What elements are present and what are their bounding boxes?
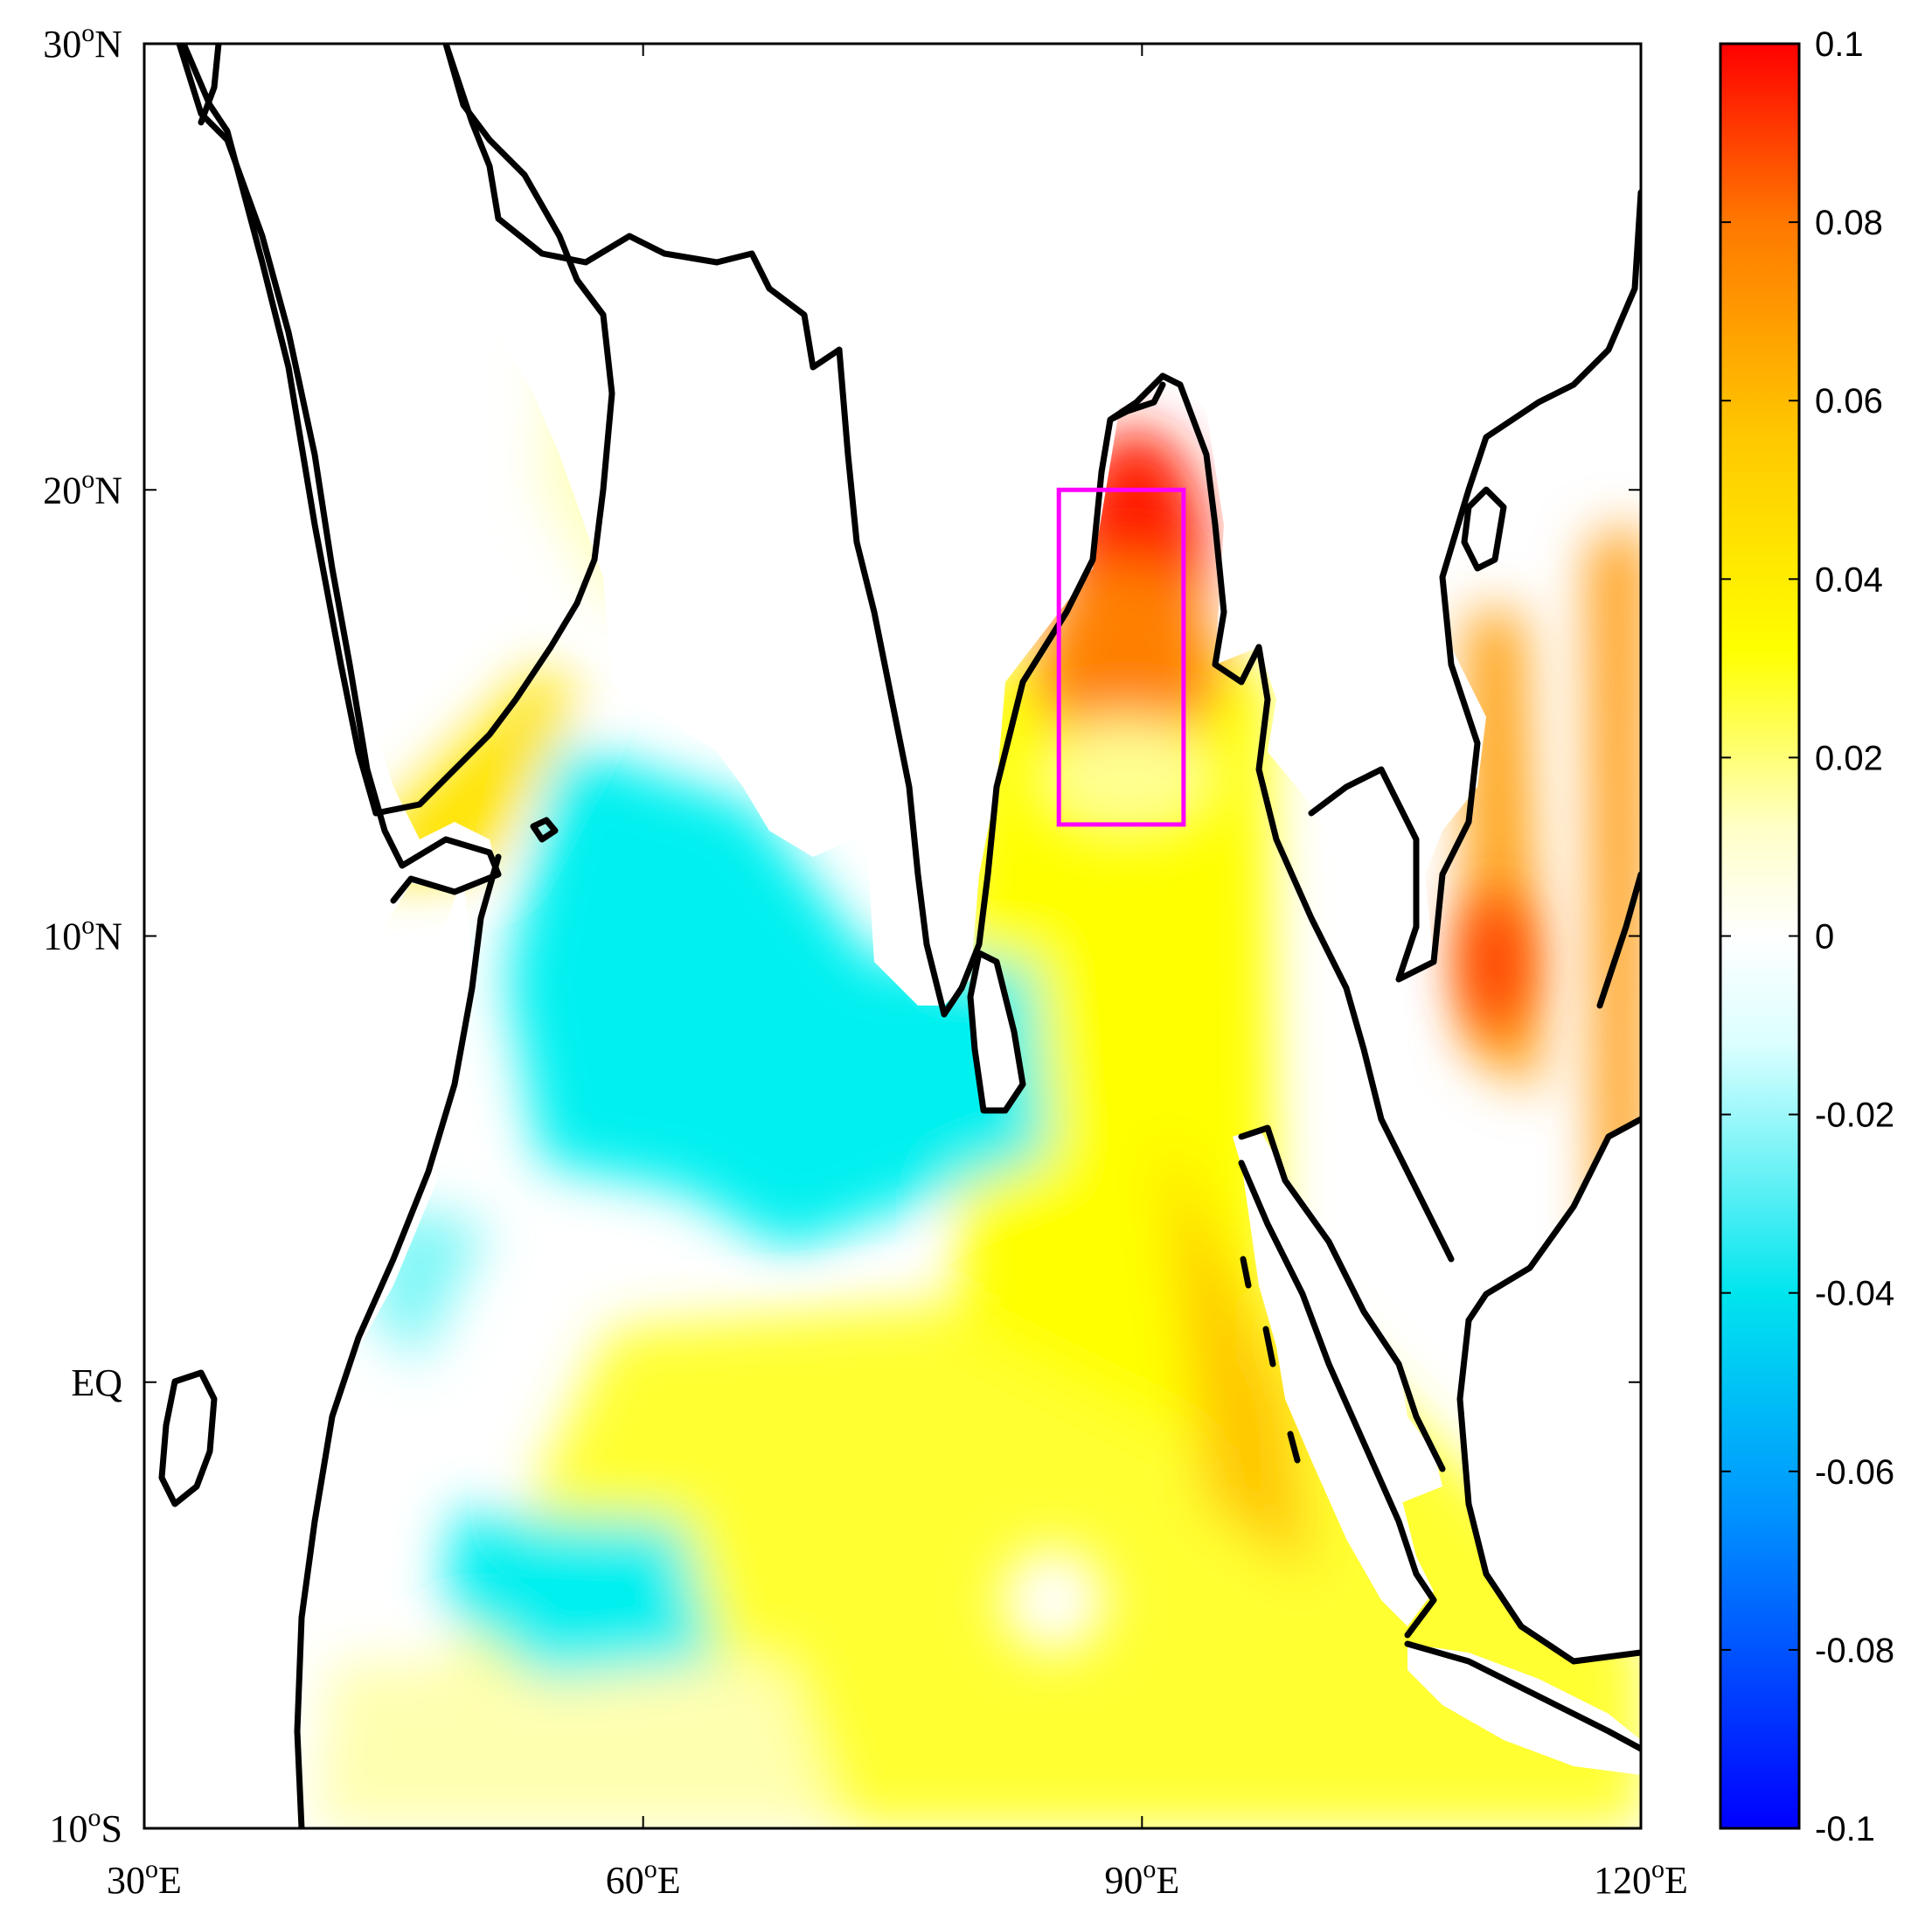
colorbar-tick-label: -0.02 xyxy=(1815,1096,1894,1135)
cyan-central-arabian-sea xyxy=(507,743,1049,1250)
x-tick-label: 120oE xyxy=(1594,1855,1688,1902)
bob-orange xyxy=(1040,560,1215,769)
y-tick-label: 20oN xyxy=(43,464,122,512)
java-land xyxy=(1407,1644,1641,1775)
coastline-gulf-oman xyxy=(442,44,843,371)
colorbar-tick-label: 0.04 xyxy=(1815,560,1883,599)
colorbar-tick-label: 0.02 xyxy=(1815,739,1883,777)
coastline-malay xyxy=(1238,1124,1446,1472)
y-tick-label: 10oN xyxy=(43,911,122,958)
white-eye-south xyxy=(1001,1548,1106,1653)
y-axis: 30oN 20oN 10oN EQ 10oS xyxy=(43,18,1641,1850)
landmasses xyxy=(144,44,1641,1828)
y-tick-label: EQ xyxy=(71,1361,122,1404)
scs-red xyxy=(1460,892,1530,1032)
coastline-borneo-south xyxy=(1456,1317,1641,1665)
africa-arabia-land xyxy=(144,44,498,1828)
colorbar-tick-label: 0.08 xyxy=(1815,204,1883,242)
coastline-africa-east xyxy=(294,853,502,1828)
sri-lanka-land xyxy=(970,953,1023,1110)
coastline-java xyxy=(1404,1640,1641,1752)
yellow-field-andaman xyxy=(1163,1137,1311,1574)
y-tick-label: 30oN xyxy=(43,18,122,66)
colorbar-tick-label: -0.1 xyxy=(1815,1810,1875,1848)
coastline-hainan xyxy=(1461,486,1507,572)
cyan-south xyxy=(446,1513,717,1679)
india-land xyxy=(568,236,839,857)
coastline-borneo xyxy=(1465,1116,1641,1324)
coastline-socotra xyxy=(530,817,559,843)
bob-light xyxy=(1032,717,1224,839)
coastlines xyxy=(158,44,1641,1828)
x-tick-label: 90oE xyxy=(1104,1855,1179,1902)
x-tick-label: 30oE xyxy=(107,1855,182,1902)
coastline-red-sea-east xyxy=(180,44,379,817)
coastline-indochina xyxy=(1308,189,1641,983)
coastline-philippines xyxy=(1596,871,1641,1009)
coastline-sri-lanka xyxy=(967,950,1026,1114)
x-tick-label: 60oE xyxy=(606,1855,681,1902)
colorbar: 0.1 0.08 0.06 0.04 0.02 0 -0.02 -0.04 -0.06 -0.08… xyxy=(1719,25,1894,1848)
yellow-field-arabian-coast xyxy=(376,665,577,883)
colorbar-bar xyxy=(1719,42,1801,1830)
colorbar-tick-label: 0.1 xyxy=(1815,25,1864,64)
colorbar-tick-label: -0.06 xyxy=(1815,1453,1894,1492)
colorbar-tick-label: 0.06 xyxy=(1815,382,1883,421)
coastline-madagascar xyxy=(158,1369,218,1507)
sumatra-land xyxy=(1241,1163,1434,1626)
x-axis: 30oE 60oE 90oE 120oE xyxy=(107,44,1688,1902)
coastline-india-west xyxy=(836,346,948,1018)
india-east-land xyxy=(839,393,1119,1006)
y-tick-label: 10oS xyxy=(50,1803,122,1850)
colorbar-tick-label: -0.08 xyxy=(1815,1632,1894,1670)
colorbar-tick-label: -0.04 xyxy=(1815,1275,1894,1313)
coastline-arabia xyxy=(372,44,615,817)
yellow-field-south xyxy=(315,1661,839,1828)
coastline-red-sea-west xyxy=(176,44,502,904)
colorbar-ticks: 0.1 0.08 0.06 0.04 0.02 0 -0.02 -0.04 -0.06 -0.08… xyxy=(1720,25,1894,1848)
borneo-land xyxy=(1460,1119,1641,1661)
coastline-andaman-islands xyxy=(1240,1256,1301,1464)
highlight-box xyxy=(1056,487,1186,827)
coastline-pakistan xyxy=(198,44,222,126)
malay-land xyxy=(1233,1128,1442,1504)
colorbar-tick-label: 0 xyxy=(1815,918,1834,957)
indochina-land xyxy=(1180,44,1641,979)
coastline-sumatra xyxy=(1238,1159,1437,1639)
coastline-myanmar xyxy=(1159,372,1455,1263)
